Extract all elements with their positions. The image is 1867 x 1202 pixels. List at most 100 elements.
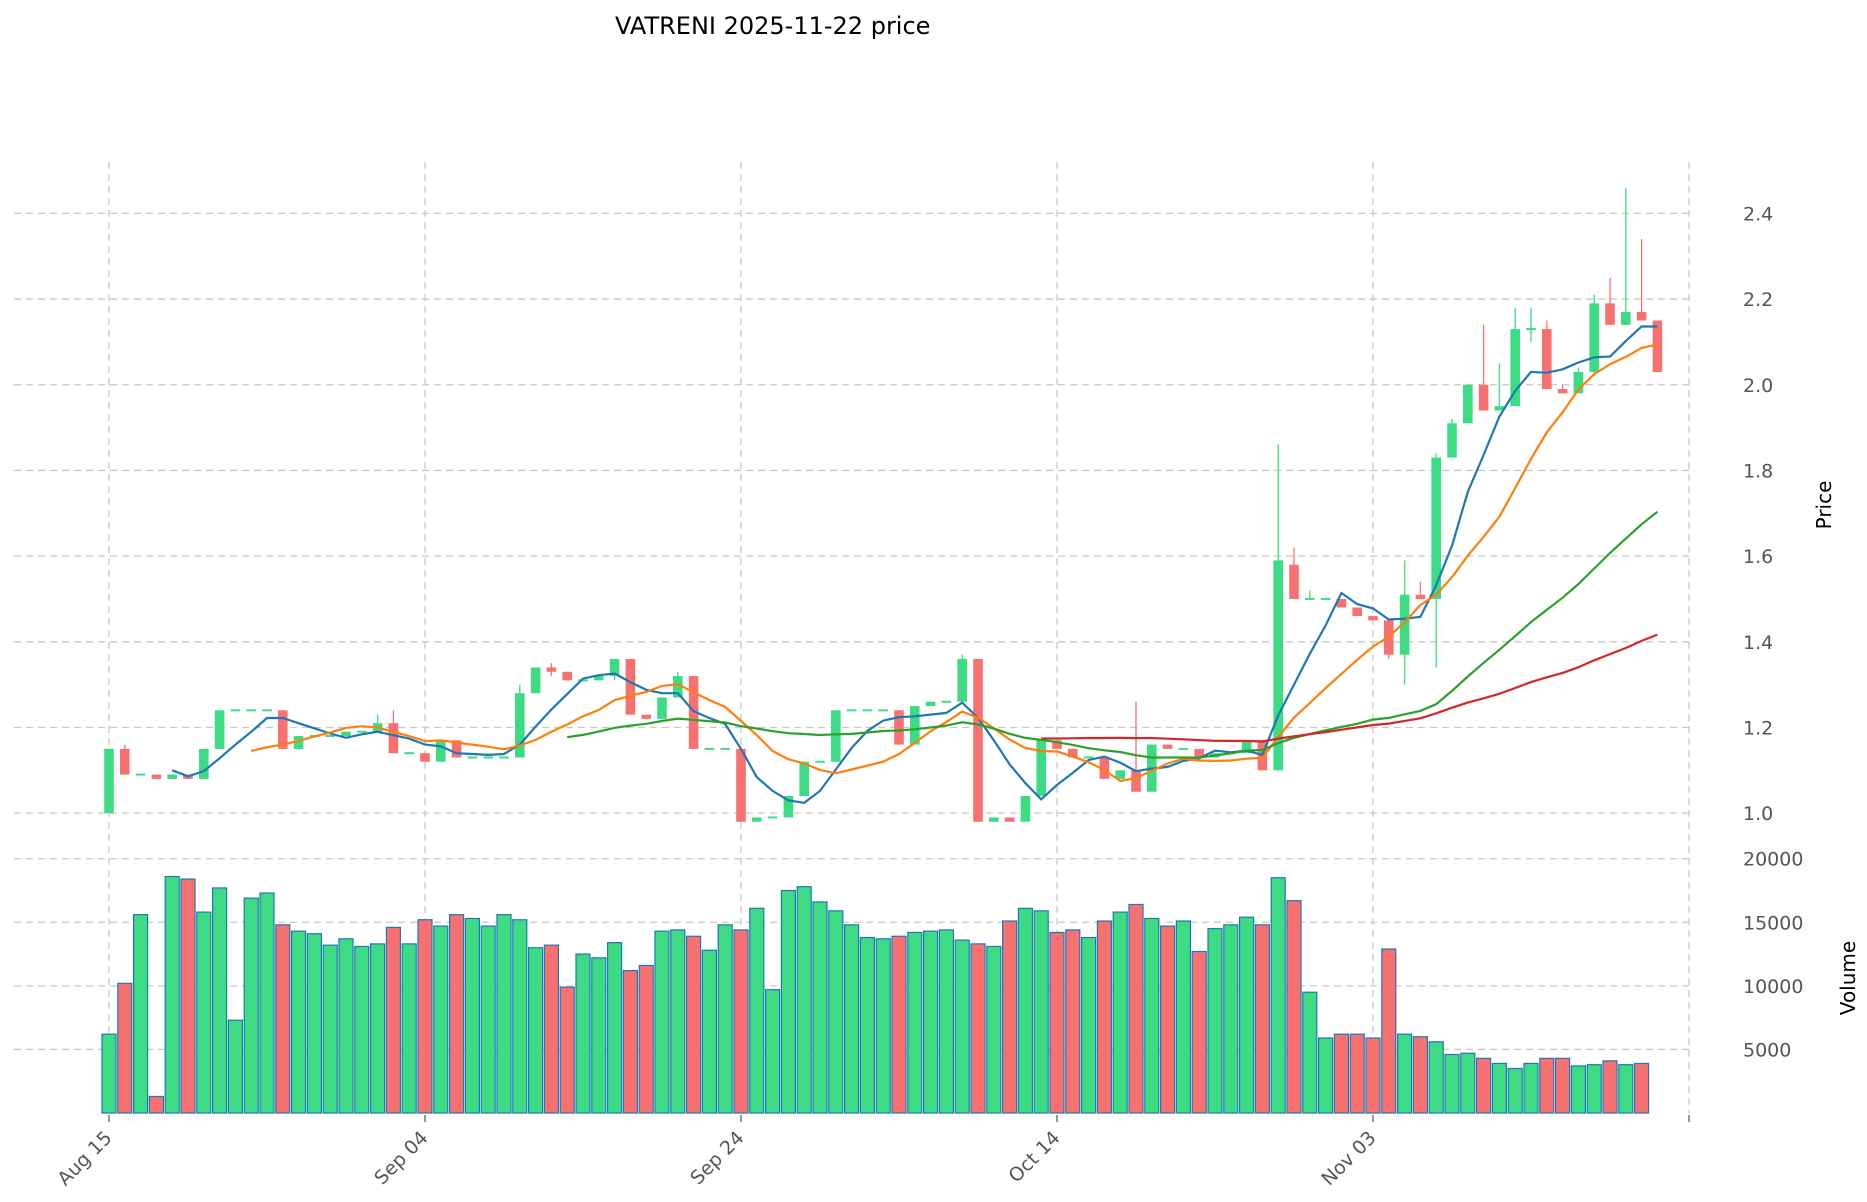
volume-bar-down <box>1254 924 1271 1114</box>
candle-up <box>1305 597 1315 600</box>
candle-up <box>483 756 493 759</box>
volume-bar-up <box>259 892 275 1114</box>
volume-bar-up <box>654 930 670 1114</box>
candle-up <box>230 709 241 712</box>
volume-bar-down <box>117 982 133 1114</box>
volume-bar-up <box>1270 877 1286 1114</box>
ma-line-ma10 <box>250 343 1658 783</box>
candle-up <box>1273 560 1283 771</box>
volume-bar-up <box>1017 907 1034 1114</box>
candle-up <box>878 709 888 712</box>
candle-down <box>688 676 699 749</box>
candle-up <box>246 709 256 712</box>
date-tick-label: Aug 15 <box>53 1127 116 1190</box>
volume-bar-up <box>1207 928 1223 1114</box>
candle-up <box>436 740 446 762</box>
date-tick-label: Nov 03 <box>1317 1127 1380 1190</box>
volume-bar-down <box>148 1095 164 1114</box>
candle-down <box>1336 598 1347 608</box>
candle-up <box>515 693 525 758</box>
candle-up <box>499 756 509 759</box>
candle-up <box>1083 756 1094 759</box>
candles <box>104 187 1663 822</box>
price-tick-label: 2.0 <box>1743 375 1773 397</box>
volume-bar-down <box>1159 925 1176 1114</box>
candle-up <box>1463 384 1473 424</box>
volume-bar-down <box>559 986 575 1114</box>
candle-down <box>1368 616 1378 621</box>
date-tick-label: Sep 24 <box>686 1127 748 1189</box>
volume-bar-up <box>843 924 860 1114</box>
candle-down <box>420 753 430 762</box>
candle-down <box>1636 311 1647 321</box>
volume-bar-up <box>1317 1037 1334 1114</box>
volume-bar-down <box>622 969 639 1114</box>
candle-down <box>1162 744 1173 749</box>
candle-up <box>957 658 967 702</box>
volume-bar-up <box>670 929 686 1114</box>
candle-down <box>278 710 288 749</box>
volume-bar-down <box>180 878 196 1114</box>
candle-up <box>293 736 304 749</box>
volume-tick-label: 20000 <box>1743 849 1803 871</box>
volume-bar-up <box>1618 1064 1634 1114</box>
volume-bar-up <box>1223 924 1239 1114</box>
volume-bar-down <box>1554 1057 1571 1114</box>
candle-up <box>1241 740 1252 754</box>
volume-bar-up <box>196 911 212 1114</box>
candle-up <box>357 730 367 733</box>
candle-up <box>862 709 873 712</box>
candle-up <box>1526 328 1536 331</box>
price-axis-label: Price <box>1812 481 1836 530</box>
volume-bar-up <box>1444 1053 1460 1114</box>
candle-up <box>767 816 778 819</box>
candle-up <box>846 709 857 712</box>
volume-bar-up <box>1112 911 1128 1114</box>
candle-up <box>783 796 794 818</box>
candle-up <box>1399 594 1410 655</box>
candle-up <box>578 679 588 682</box>
volume-bar-down <box>1001 920 1018 1114</box>
volume-bar-up <box>433 925 449 1114</box>
candle-up <box>941 700 952 703</box>
candle-up <box>1320 597 1331 600</box>
candle-up <box>135 773 146 776</box>
candle-up <box>673 676 683 698</box>
volume-bar-down <box>1128 903 1144 1114</box>
volume-bar-down <box>1191 950 1207 1114</box>
chart-title: VATRENI 2025-11-22 price <box>615 12 930 40</box>
volume-bar-down <box>1096 920 1113 1114</box>
volume-bar-up <box>101 1033 117 1114</box>
price-tick-label: 1.2 <box>1743 717 1773 739</box>
volume-bar-down <box>1365 1037 1381 1114</box>
volume-bar-down <box>1475 1057 1492 1114</box>
volume-bar-down <box>449 914 465 1114</box>
volume-bar-up <box>701 949 718 1114</box>
date-tick-label: Sep 04 <box>370 1127 432 1189</box>
volume-bar-up <box>401 943 417 1114</box>
candle-up <box>467 756 478 759</box>
volume-tick-label: 5000 <box>1743 1039 1791 1061</box>
volume-bar-up <box>954 939 970 1114</box>
candle-down <box>1131 770 1141 792</box>
volume-bar-up <box>859 936 876 1114</box>
volume-bar-up <box>591 957 607 1114</box>
volume-bar-up <box>1396 1033 1413 1114</box>
candle-up <box>1431 457 1441 599</box>
candle-up <box>1573 371 1584 394</box>
volume-tick-label: 10000 <box>1743 976 1803 998</box>
candle-up <box>1020 796 1031 822</box>
candle-down <box>625 658 636 715</box>
candle-down <box>1068 748 1078 758</box>
volume-bar-down <box>1539 1057 1555 1114</box>
volume-bar-up <box>212 887 228 1114</box>
candle-up <box>214 710 225 749</box>
volume-bar-up <box>133 914 149 1114</box>
volume-bar-up <box>1080 936 1097 1114</box>
candle-up <box>1589 303 1599 372</box>
candle-down <box>1099 757 1110 779</box>
volume-bar-up <box>1175 920 1192 1114</box>
volume-bar-up <box>780 889 797 1114</box>
volume-bar-up <box>922 930 939 1114</box>
candle-up <box>262 709 272 712</box>
